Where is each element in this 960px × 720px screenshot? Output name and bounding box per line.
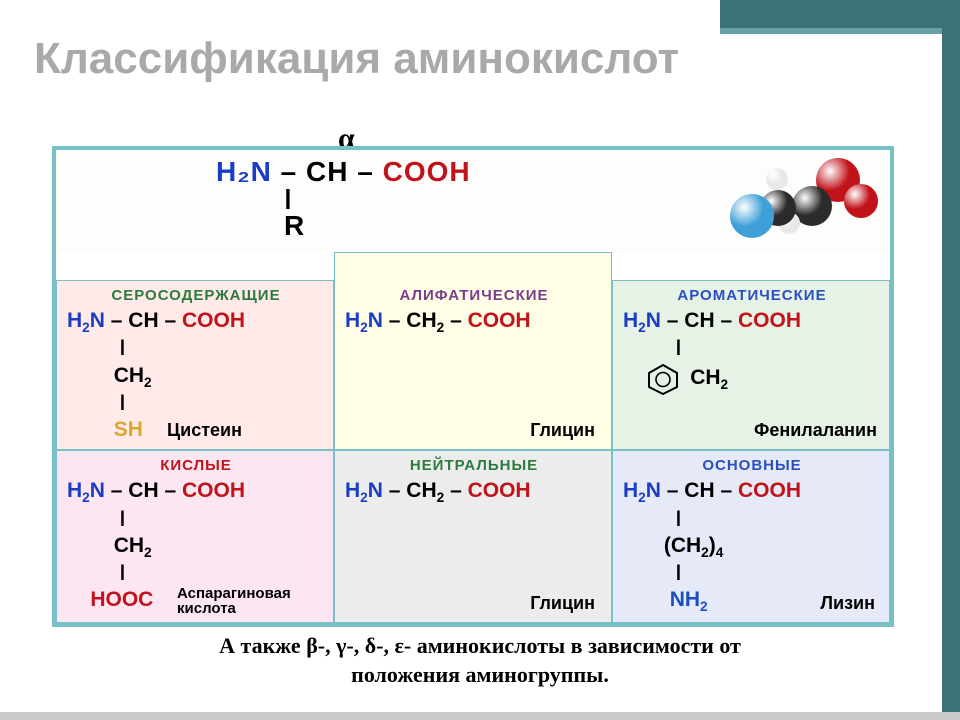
amino-acid-name: Фенилаланин bbox=[754, 420, 877, 441]
general-formula-section: H₂N – CH – COOH ǀ R bbox=[56, 150, 890, 252]
general-formula: H₂N – CH – COOH ǀ R bbox=[216, 156, 471, 242]
cell-header: КИСЛЫЕ bbox=[67, 457, 325, 474]
top-bar-decor bbox=[720, 0, 960, 28]
molecule-ball bbox=[766, 168, 788, 190]
cell-header: АЛИФАТИЧЕСКИЕ bbox=[345, 287, 603, 304]
molecule-ball bbox=[730, 194, 774, 238]
class-cell: АРОМАТИЧЕСКИЕ H2N – CH – COOH ǀ CH2 Фени… bbox=[612, 280, 890, 450]
cell-header: НЕЙТРАЛЬНЫЕ bbox=[345, 457, 603, 474]
molecule-model-icon bbox=[720, 156, 870, 242]
formula-r: R bbox=[284, 210, 471, 242]
cell-formula: H2N – CH2 – COOH bbox=[345, 308, 603, 336]
cell-formula: H2N – CH – COOH ǀ CH2 bbox=[623, 308, 881, 395]
class-cell: КИСЛЫЕ H2N – CH – COOH ǀ CH2 ǀ HOOC Аспа… bbox=[56, 450, 334, 622]
formula-cooh: COOH bbox=[383, 156, 471, 187]
cell-header: СЕРОСОДЕРЖАЩИЕ bbox=[67, 287, 325, 304]
bottom-shadow-decor bbox=[0, 712, 960, 720]
side-stripe-decor bbox=[942, 0, 960, 720]
molecule-ball bbox=[844, 184, 878, 218]
class-cell: СЕРОСОДЕРЖАЩИЕ H2N – CH – COOH ǀ CH2 ǀ S… bbox=[56, 280, 334, 450]
formula-ch: CH bbox=[306, 156, 348, 187]
benzene-ring-icon bbox=[646, 363, 680, 395]
bottom-caption: А также β-, γ-, δ-, ε- аминокислоты в за… bbox=[0, 632, 960, 689]
grid-row-2: КИСЛЫЕ H2N – CH – COOH ǀ CH2 ǀ HOOC Аспа… bbox=[56, 450, 890, 622]
cell-header: АРОМАТИЧЕСКИЕ bbox=[623, 287, 881, 304]
amino-acid-name: Глицин bbox=[530, 420, 595, 441]
formula-h2n: H₂N bbox=[216, 156, 272, 187]
amino-acid-name: Аспарагиноваякислота bbox=[177, 586, 291, 616]
top-bar-decor-2 bbox=[720, 28, 960, 34]
class-cell: НЕЙТРАЛЬНЫЕ H2N – CH2 – COOH Глицин bbox=[334, 450, 612, 622]
cell-header: ОСНОВНЫЕ bbox=[623, 457, 881, 474]
cell-formula: H2N – CH2 – COOH bbox=[345, 478, 603, 506]
amino-acid-name: Лизин bbox=[820, 593, 875, 614]
classification-diagram: H₂N – CH – COOH ǀ R КЛАССИФИКАЦИЯ СЕРОСО… bbox=[52, 146, 894, 627]
amino-acid-name: Цистеин bbox=[167, 420, 242, 441]
class-cell: ОСНОВНЫЕ H2N – CH – COOH ǀ (CH2)4 ǀ NH2 … bbox=[612, 450, 890, 622]
grid-row-1: СЕРОСОДЕРЖАЩИЕ H2N – CH – COOH ǀ CH2 ǀ S… bbox=[56, 280, 890, 450]
class-cell: АЛИФАТИЧЕСКИЕ H2N – CH2 – COOH Глицин bbox=[334, 252, 612, 450]
amino-acid-name: Глицин bbox=[530, 593, 595, 614]
page-title: Классификация аминокислот bbox=[34, 34, 679, 84]
